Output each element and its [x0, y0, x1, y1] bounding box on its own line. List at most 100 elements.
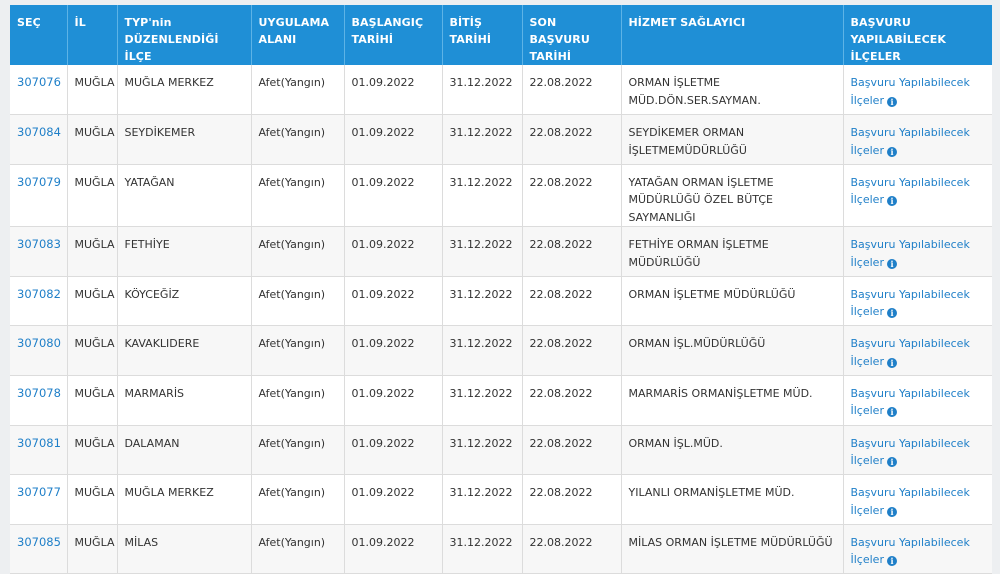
cell-ilce: MİLAS	[117, 524, 252, 574]
cell-hizmet-saglayici: ORMAN İŞL.MÜD.	[621, 425, 844, 476]
cell-bitis-tarihi: 31.12.2022	[442, 65, 523, 116]
cell-il: MUĞLA	[67, 164, 118, 228]
cell-sec: 307079	[10, 164, 68, 228]
select-id-link[interactable]: 307079	[17, 174, 61, 189]
cell-hizmet-saglayici: FETHİYE ORMAN İŞLETME MÜDÜRLÜĞÜ	[621, 226, 844, 277]
cell-uygulama-alani: Afet(Yangın)	[251, 425, 345, 476]
cell-baslangic-tarihi: 01.09.2022	[344, 164, 443, 228]
info-icon[interactable]: i	[886, 457, 897, 468]
cell-bitis-tarihi: 31.12.2022	[442, 226, 523, 277]
cell-ilce: KAVAKLIDERE	[117, 325, 252, 376]
basvuru-ilceler-link[interactable]: Başvuru Yapılabilecek İlçeler i	[851, 437, 970, 468]
basvuru-ilceler-label: Başvuru Yapılabilecek İlçeler	[850, 238, 970, 269]
table-row: 307080 MUĞLA KAVAKLIDERE Afet(Yangın) 01.09.…	[10, 325, 992, 376]
cell-uygulama-alani: Afet(Yangın)	[251, 276, 345, 327]
info-icon[interactable]: i	[886, 308, 897, 319]
header-hizmet-saglayici[interactable]: HİZMET SAĞLAYICI	[621, 5, 844, 65]
cell-baslangic-tarihi: 01.09.2022	[344, 114, 443, 165]
basvuru-ilceler-link[interactable]: Başvuru Yapılabilecek İlçeler i	[851, 486, 970, 517]
info-icon[interactable]: i	[886, 556, 897, 567]
select-id-link[interactable]: 307080	[17, 336, 61, 351]
info-icon[interactable]: i	[886, 258, 897, 269]
cell-basvuru-ilceler: Başvuru Yapılabilecek İlçeler i	[843, 164, 992, 228]
header-bitis-tarihi[interactable]: BİTİŞ TARİHİ	[442, 5, 523, 65]
cell-hizmet-saglayici: ORMAN İŞLETME MÜD.DÖN.SER.SAYMAN.	[621, 65, 844, 116]
table-row: 307077 MUĞLA MUĞLA MERKEZ Afet(Yangın) 01.09…	[10, 474, 992, 525]
cell-ilce: KÖYCEĞİZ	[117, 276, 252, 327]
cell-basvuru-ilceler: Başvuru Yapılabilecek İlçeler i	[843, 474, 992, 525]
basvuru-ilceler-link[interactable]: Başvuru Yapılabilecek İlçeler i	[851, 387, 970, 418]
cell-son-basvuru-tarihi: 22.08.2022	[522, 276, 622, 327]
cell-il: MUĞLA	[67, 474, 118, 525]
cell-uygulama-alani: Afet(Yangın)	[251, 524, 345, 574]
cell-bitis-tarihi: 31.12.2022	[442, 325, 523, 376]
cell-ilce: FETHİYE	[117, 226, 252, 277]
select-id-link[interactable]: 307078	[17, 385, 61, 400]
cell-sec: 307082	[10, 276, 68, 327]
header-son-basvuru-tarihi[interactable]: SON BAŞVURU TARİHİ	[522, 5, 622, 65]
cell-son-basvuru-tarihi: 22.08.2022	[522, 524, 622, 574]
cell-basvuru-ilceler: Başvuru Yapılabilecek İlçeler i	[843, 226, 992, 277]
basvuru-ilceler-link[interactable]: Başvuru Yapılabilecek İlçeler i	[851, 176, 970, 207]
info-icon[interactable]: i	[886, 96, 897, 107]
select-id-link[interactable]: 307083	[17, 237, 61, 252]
basvuru-ilceler-link[interactable]: Başvuru Yapılabilecek İlçeler i	[851, 288, 970, 319]
basvuru-ilceler-link[interactable]: Başvuru Yapılabilecek İlçeler i	[851, 76, 970, 107]
cell-baslangic-tarihi: 01.09.2022	[344, 474, 443, 525]
header-ilce[interactable]: TYP'nin DÜZENLENDİĞİ İLÇE	[117, 5, 252, 65]
cell-uygulama-alani: Afet(Yangın)	[251, 164, 345, 228]
info-icon[interactable]: i	[886, 357, 897, 368]
table-row: 307083 MUĞLA FETHİYE Afet(Yangın) 01.09.2022…	[10, 226, 992, 277]
info-icon[interactable]: i	[886, 146, 897, 157]
cell-sec: 307084	[10, 114, 68, 165]
cell-baslangic-tarihi: 01.09.2022	[344, 226, 443, 277]
header-basvuru-ilceler[interactable]: BAŞVURU YAPILABİLECEK İLÇELER	[843, 5, 992, 65]
cell-basvuru-ilceler: Başvuru Yapılabilecek İlçeler i	[843, 276, 992, 327]
cell-basvuru-ilceler: Başvuru Yapılabilecek İlçeler i	[843, 524, 992, 574]
basvuru-ilceler-link[interactable]: Başvuru Yapılabilecek İlçeler i	[851, 126, 970, 157]
basvuru-ilceler-link[interactable]: Başvuru Yapılabilecek İlçeler i	[851, 536, 970, 567]
cell-uygulama-alani: Afet(Yangın)	[251, 114, 345, 165]
header-baslangic-tarihi[interactable]: BAŞLANGIÇ TARİHİ	[344, 5, 443, 65]
basvuru-ilceler-link[interactable]: Başvuru Yapılabilecek İlçeler i	[851, 238, 970, 269]
cell-il: MUĞLA	[67, 375, 118, 426]
cell-uygulama-alani: Afet(Yangın)	[251, 325, 345, 376]
cell-sec: 307076	[10, 65, 68, 116]
table-row: 307076 MUĞLA MUĞLA MERKEZ Afet(Yangın) 01.09…	[10, 65, 992, 116]
cell-il: MUĞLA	[67, 114, 118, 165]
cell-son-basvuru-tarihi: 22.08.2022	[522, 226, 622, 277]
cell-ilce: MARMARİS	[117, 375, 252, 426]
select-id-link[interactable]: 307076	[17, 75, 61, 89]
cell-il: MUĞLA	[67, 226, 118, 277]
cell-ilce: MUĞLA MERKEZ	[117, 65, 252, 116]
info-icon[interactable]: i	[886, 196, 897, 207]
cell-hizmet-saglayici: SEYDİKEMER ORMAN İŞLETMEMÜDÜRLÜĞÜ	[621, 114, 844, 165]
header-uygulama-alani[interactable]: UYGULAMA ALANI	[251, 5, 345, 65]
basvuru-ilceler-link[interactable]: Başvuru Yapılabilecek İlçeler i	[851, 337, 970, 368]
select-id-link[interactable]: 307081	[17, 435, 61, 450]
cell-bitis-tarihi: 31.12.2022	[442, 474, 523, 525]
cell-basvuru-ilceler: Başvuru Yapılabilecek İlçeler i	[843, 114, 992, 165]
select-id-link[interactable]: 307077	[17, 485, 61, 500]
table-row: 307078 MUĞLA MARMARİS Afet(Yangın) 01.09.202…	[10, 375, 992, 426]
cell-baslangic-tarihi: 01.09.2022	[344, 325, 443, 376]
cell-baslangic-tarihi: 01.09.2022	[344, 276, 443, 327]
table-row: 307085 MUĞLA MİLAS Afet(Yangın) 01.09.2022 31…	[10, 524, 992, 574]
select-id-link[interactable]: 307085	[17, 534, 61, 549]
header-il[interactable]: İL	[67, 5, 118, 65]
basvuru-ilceler-label: Başvuru Yapılabilecek İlçeler	[850, 436, 970, 468]
table-row: 307082 MUĞLA KÖYCEĞİZ Afet(Yangın) 01.09.202…	[10, 276, 992, 327]
info-icon[interactable]: i	[886, 407, 897, 418]
cell-bitis-tarihi: 31.12.2022	[442, 114, 523, 165]
cell-ilce: SEYDİKEMER	[117, 114, 252, 165]
select-id-link[interactable]: 307082	[17, 286, 61, 301]
basvuru-ilceler-label: Başvuru Yapılabilecek İlçeler	[850, 287, 970, 319]
cell-ilce: YATAĞAN	[117, 164, 252, 228]
cell-hizmet-saglayici: MARMARİS ORMANİŞLETME MÜD.	[621, 375, 844, 426]
info-icon[interactable]: i	[886, 506, 897, 517]
table-row: 307081 MUĞLA DALAMAN Afet(Yangın) 01.09.2022…	[10, 425, 992, 476]
header-sec[interactable]: SEÇ	[10, 5, 68, 65]
select-id-link[interactable]: 307084	[17, 125, 61, 140]
cell-il: MUĞLA	[67, 276, 118, 327]
